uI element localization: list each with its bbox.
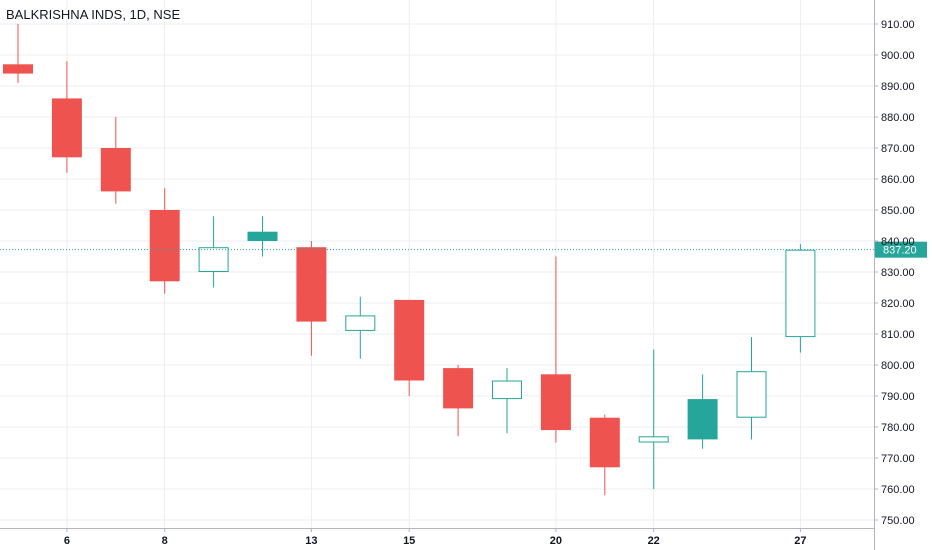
candle — [638, 349, 669, 489]
candle — [345, 296, 376, 359]
candle-body — [296, 247, 327, 322]
candle-body — [540, 374, 571, 431]
candle-body — [3, 64, 33, 74]
y-tick-label: 900.00 — [881, 50, 915, 62]
y-tick-label: 870.00 — [881, 143, 915, 155]
candle — [394, 299, 425, 396]
candle-body — [198, 247, 229, 272]
y-tick-label: 770.00 — [881, 453, 915, 465]
candle — [247, 216, 278, 257]
candle-body — [51, 98, 82, 158]
last-price-label: 837.20 — [883, 245, 917, 257]
candle-body — [149, 210, 180, 282]
candle — [589, 414, 620, 496]
grid-lines — [0, 0, 874, 528]
candles — [3, 24, 816, 496]
y-tick-label: 850.00 — [881, 205, 915, 217]
y-axis: 910.00 900.00 890.00 880.00 870.00 860.00 850.… — [874, 0, 915, 550]
x-tick-label: 27 — [794, 535, 806, 547]
y-tick-label: 910.00 — [881, 19, 915, 31]
y-tick-label: 790.00 — [881, 391, 915, 403]
x-tick-label: 22 — [648, 535, 660, 547]
candle-body — [736, 371, 767, 418]
x-tick-label: 6 — [64, 535, 70, 547]
y-tick-label: 800.00 — [881, 360, 915, 372]
y-tick-label: 860.00 — [881, 174, 915, 186]
y-tick-label: 810.00 — [881, 329, 915, 341]
candle-body — [687, 399, 718, 440]
candle-body — [247, 231, 278, 241]
x-tick-label: 20 — [550, 535, 562, 547]
x-tick-label: 13 — [305, 535, 317, 547]
candle-body — [785, 249, 816, 338]
candle — [149, 188, 180, 294]
x-tick-label: 8 — [162, 535, 168, 547]
last-price-box — [875, 241, 927, 258]
y-tick-label: 890.00 — [881, 81, 915, 93]
candle — [540, 256, 571, 443]
candle — [51, 61, 82, 173]
x-tick-label: 15 — [403, 535, 415, 547]
candle-body — [345, 315, 376, 331]
candle — [492, 368, 522, 434]
y-tick-label: 780.00 — [881, 422, 915, 434]
candle — [785, 244, 816, 353]
candle-body — [394, 299, 425, 381]
candle-body — [638, 436, 669, 443]
candle — [687, 374, 718, 449]
candle — [198, 216, 229, 288]
y-tick-label: 830.00 — [881, 267, 915, 279]
candle — [296, 241, 327, 356]
candle — [3, 24, 33, 83]
y-tick-label: 840.00 — [881, 236, 915, 248]
y-tick-label: 880.00 — [881, 112, 915, 124]
candle-body — [589, 417, 620, 468]
candle — [736, 337, 767, 440]
candle — [443, 365, 474, 437]
last-price-line: 837.20 — [0, 241, 927, 258]
candle-body — [492, 380, 522, 400]
candle-body — [443, 368, 474, 409]
y-tick-label: 760.00 — [881, 484, 915, 496]
candle-body — [100, 148, 131, 192]
x-axis: 6 8 13 15 20 22 27 — [0, 528, 874, 547]
y-tick-label: 750.00 — [881, 515, 915, 527]
chart-title: BALKRISHNA INDS, 1D, NSE — [6, 7, 180, 22]
candle — [100, 117, 131, 204]
y-tick-label: 820.00 — [881, 298, 915, 310]
